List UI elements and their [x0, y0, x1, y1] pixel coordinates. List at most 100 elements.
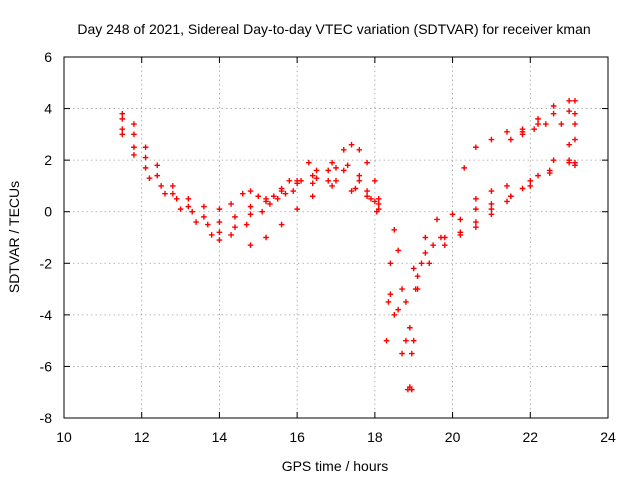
data-point — [375, 201, 382, 207]
data-point — [119, 126, 126, 132]
chart-title: Day 248 of 2021, Sidereal Day-to-day VTE… — [77, 21, 590, 37]
data-point — [550, 110, 557, 117]
data-point — [391, 312, 398, 318]
data-point — [372, 177, 378, 184]
data-point — [461, 165, 468, 171]
series-arc-5 — [247, 141, 382, 249]
data-point — [566, 108, 572, 114]
data-point — [306, 159, 312, 166]
data-point — [572, 136, 578, 143]
series-arc-3 — [119, 126, 382, 236]
data-point — [488, 206, 495, 212]
data-point — [405, 386, 411, 393]
data-point — [325, 167, 332, 174]
data-marks — [119, 98, 578, 393]
data-point — [434, 216, 440, 223]
data-point — [325, 177, 332, 184]
data-point — [546, 170, 553, 176]
data-point — [216, 237, 223, 243]
series-arc-2 — [119, 116, 378, 225]
plot-frame — [63, 56, 609, 419]
data-point — [286, 177, 293, 184]
series-arc-1 — [119, 110, 380, 215]
data-point — [119, 110, 126, 117]
data-point — [294, 206, 300, 212]
data-point — [572, 121, 578, 127]
series-arc-12 — [508, 108, 578, 143]
data-point — [403, 337, 409, 344]
grid — [64, 57, 608, 418]
data-point — [535, 116, 541, 122]
data-point — [142, 144, 149, 151]
data-point — [457, 216, 464, 223]
data-point — [408, 350, 415, 357]
x-tick-label: 10 — [56, 429, 72, 445]
data-point — [473, 219, 479, 225]
data-point — [162, 190, 168, 197]
y-tick-label: -4 — [40, 307, 53, 323]
data-point — [385, 299, 392, 305]
data-point — [173, 196, 180, 202]
data-point — [216, 206, 223, 212]
data-point — [352, 185, 359, 192]
data-point — [372, 198, 378, 205]
data-point — [329, 159, 335, 166]
data-point — [278, 188, 285, 194]
data-point — [418, 260, 425, 267]
data-point — [430, 242, 436, 249]
data-point — [333, 177, 339, 184]
data-point — [177, 206, 184, 212]
data-point — [387, 260, 394, 267]
data-point — [504, 183, 510, 189]
data-point — [473, 206, 479, 212]
data-point — [131, 152, 137, 158]
y-tick-label: -6 — [40, 358, 53, 374]
data-point — [158, 183, 164, 189]
data-point — [368, 196, 374, 202]
data-point — [344, 162, 351, 169]
series-arc-8 — [385, 157, 578, 393]
data-point — [543, 121, 549, 127]
data-point — [519, 185, 526, 192]
data-point — [550, 157, 557, 163]
data-point — [170, 183, 176, 189]
data-point — [282, 190, 289, 197]
data-point — [519, 131, 526, 138]
data-point — [243, 221, 250, 228]
data-point — [119, 116, 126, 122]
series-arc-4 — [119, 131, 382, 243]
data-point — [387, 291, 394, 298]
series-arc-13 — [519, 121, 578, 138]
data-point — [566, 157, 572, 163]
data-point — [247, 211, 254, 218]
data-point — [232, 214, 238, 220]
series-arc-6 — [271, 159, 312, 200]
data-point — [309, 172, 316, 179]
data-point — [228, 201, 234, 207]
data-point — [356, 147, 363, 153]
data-point — [247, 188, 254, 194]
data-point — [247, 242, 254, 249]
data-point — [504, 128, 510, 135]
data-point — [391, 226, 398, 233]
data-point — [504, 198, 510, 205]
data-point — [535, 121, 541, 127]
data-point — [263, 234, 269, 241]
data-point — [449, 211, 456, 218]
y-axis-label: SDTVAR / TECUs — [6, 181, 22, 293]
data-point — [185, 196, 192, 202]
data-point — [508, 136, 514, 143]
data-point — [340, 167, 347, 174]
data-point — [395, 247, 401, 254]
data-point — [356, 172, 363, 179]
data-point — [170, 190, 176, 197]
data-point — [488, 201, 495, 207]
series-arc-7 — [383, 159, 578, 393]
x-tick-label: 12 — [134, 429, 150, 445]
data-point — [348, 188, 355, 194]
data-point — [119, 131, 126, 138]
data-point — [142, 154, 149, 161]
data-point — [278, 221, 285, 228]
